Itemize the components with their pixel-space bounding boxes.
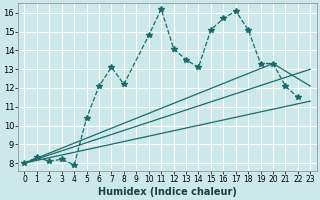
X-axis label: Humidex (Indice chaleur): Humidex (Indice chaleur) bbox=[98, 187, 237, 197]
